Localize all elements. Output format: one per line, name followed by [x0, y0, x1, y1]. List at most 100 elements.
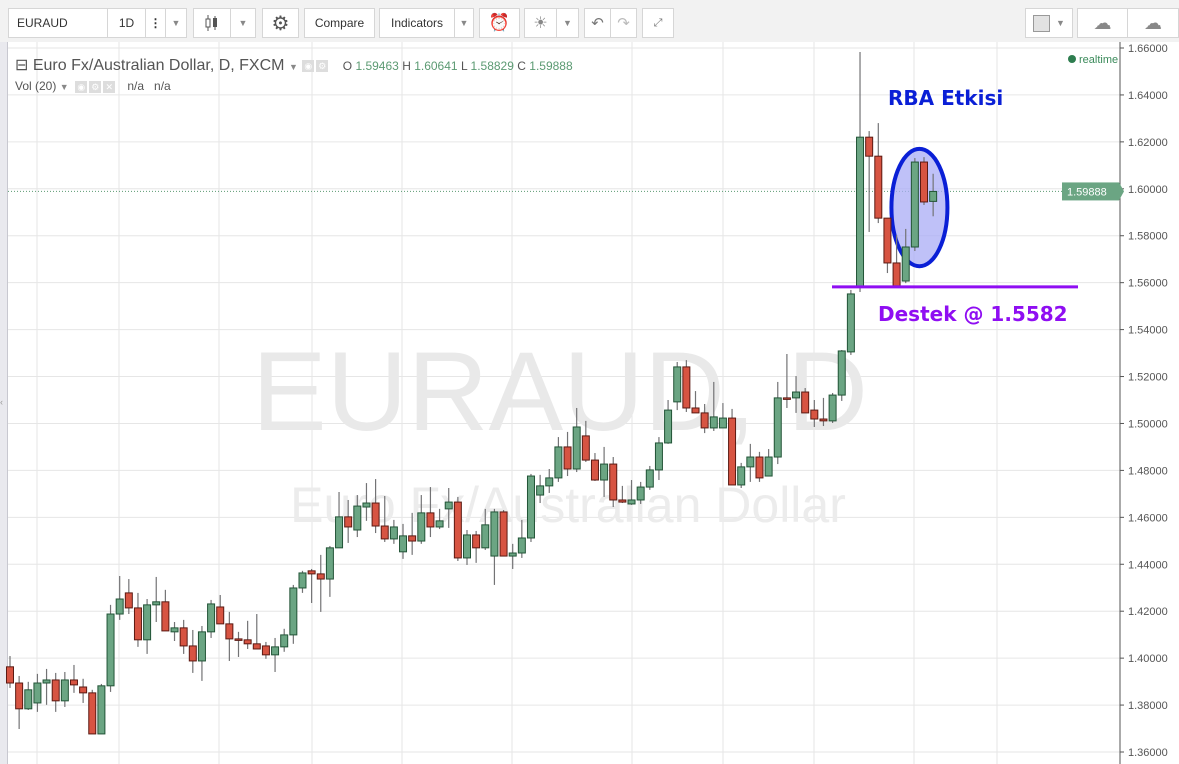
alarm-clock-icon[interactable]: ⏰	[479, 8, 520, 38]
candle	[60, 671, 69, 707]
candle	[910, 158, 919, 251]
candle-body	[399, 535, 408, 553]
candle	[79, 678, 88, 703]
candle	[6, 656, 14, 688]
price-tick-label: 1.62000	[1128, 137, 1168, 149]
volume-label[interactable]: Vol (20)	[15, 79, 57, 93]
collapse-arrow-icon[interactable]: ‹	[0, 397, 3, 407]
candle-body	[24, 689, 33, 710]
candle	[426, 487, 435, 538]
candle	[673, 361, 682, 411]
candle	[572, 407, 581, 473]
series-caret-icon[interactable]: ▼	[288, 62, 298, 72]
price-tick-label: 1.58000	[1128, 231, 1168, 243]
candle-body	[691, 407, 700, 414]
price-tick-label: 1.60000	[1128, 184, 1168, 196]
candle-body	[179, 627, 188, 647]
price-tick-label: 1.46000	[1128, 512, 1168, 524]
candle-body	[344, 516, 353, 528]
eye-icon[interactable]: ◉	[75, 80, 88, 93]
candle	[353, 495, 362, 538]
candle-body	[746, 456, 755, 468]
close-icon[interactable]: ✕	[103, 80, 116, 93]
candle	[545, 468, 554, 493]
price-tick-label: 1.64000	[1128, 90, 1168, 102]
candle-body	[609, 463, 618, 501]
candle	[929, 173, 938, 217]
candle-body	[673, 366, 682, 403]
candle-body	[51, 679, 60, 702]
indicators-button[interactable]: Indicators	[379, 8, 455, 38]
candle-body	[526, 475, 535, 539]
redo-icon[interactable]: ↷	[610, 8, 637, 38]
candle	[97, 683, 106, 735]
compare-button[interactable]: Compare	[304, 8, 375, 38]
candle	[197, 625, 206, 681]
layout-square-icon[interactable]: ▼	[1025, 8, 1073, 38]
candle	[517, 519, 526, 558]
candle	[408, 512, 417, 555]
candle-body	[161, 601, 170, 632]
candlestick-icon[interactable]	[193, 8, 231, 38]
last-price-label: 1.59888	[1067, 186, 1107, 198]
candle-body	[115, 598, 124, 615]
eye-icon[interactable]: ◉	[302, 59, 315, 72]
candle	[216, 595, 225, 625]
candle-body	[572, 426, 581, 470]
candle-body	[353, 505, 362, 531]
interval-dropdown-caret-icon[interactable]: ▼	[165, 8, 187, 38]
gear-icon[interactable]: ⚙	[262, 8, 299, 38]
cloud-download-icon[interactable]: ☁	[1077, 8, 1128, 38]
candle-body	[207, 603, 216, 633]
volume-caret-icon[interactable]: ▼	[59, 82, 69, 92]
symbol-input[interactable]: EURAUD	[8, 8, 108, 38]
candle-body	[782, 397, 791, 400]
candle	[33, 673, 42, 712]
candle	[618, 485, 627, 504]
candle-body	[298, 572, 307, 589]
candle-body	[856, 136, 865, 288]
candle	[563, 431, 572, 477]
candle	[207, 599, 216, 638]
candle-body	[929, 190, 938, 202]
candle-body	[389, 526, 398, 540]
settings-icon[interactable]: ⚙	[89, 80, 102, 93]
series-title[interactable]: Euro Fx/Australian Dollar, D, FXCM	[32, 57, 285, 74]
candle	[600, 446, 609, 497]
candle	[307, 568, 316, 603]
close-value: 1.59888	[529, 59, 573, 73]
collapse-legend-icon[interactable]: ⊟	[15, 57, 29, 74]
candle-body	[252, 643, 261, 650]
indicators-caret-icon[interactable]: ▼	[454, 8, 474, 38]
price-tick-label: 1.56000	[1128, 278, 1168, 290]
fullscreen-icon[interactable]: ⤢	[642, 8, 674, 38]
high-value: 1.60641	[414, 59, 458, 73]
candle-body	[463, 534, 471, 559]
candle-body	[536, 485, 545, 496]
volume-value: n/a	[127, 79, 144, 93]
price-tick-label: 1.48000	[1128, 465, 1168, 477]
high-label: H	[402, 59, 411, 73]
chart-type-caret-icon[interactable]: ▼	[230, 8, 256, 38]
candle-body	[371, 502, 380, 527]
cloud-upload-icon[interactable]: ☁	[1127, 8, 1179, 38]
candle-body	[700, 412, 709, 429]
lightbulb-icon[interactable]: ☀	[524, 8, 557, 38]
candle	[664, 400, 673, 444]
lightbulb-caret-icon[interactable]: ▼	[556, 8, 579, 38]
low-value: 1.58829	[470, 59, 514, 73]
candle-body	[435, 520, 444, 528]
candle	[490, 508, 499, 585]
settings-icon[interactable]: ⚙	[316, 59, 329, 72]
candle	[152, 576, 161, 622]
candle	[636, 481, 645, 504]
left-scroll-strip[interactable]: ‹	[0, 42, 8, 764]
candle	[289, 584, 298, 644]
undo-icon[interactable]: ↶	[584, 8, 611, 38]
open-label: O	[342, 59, 353, 73]
candle	[88, 689, 97, 735]
candle-body	[225, 623, 234, 640]
candle	[700, 403, 709, 434]
price-axis	[1120, 42, 1179, 764]
